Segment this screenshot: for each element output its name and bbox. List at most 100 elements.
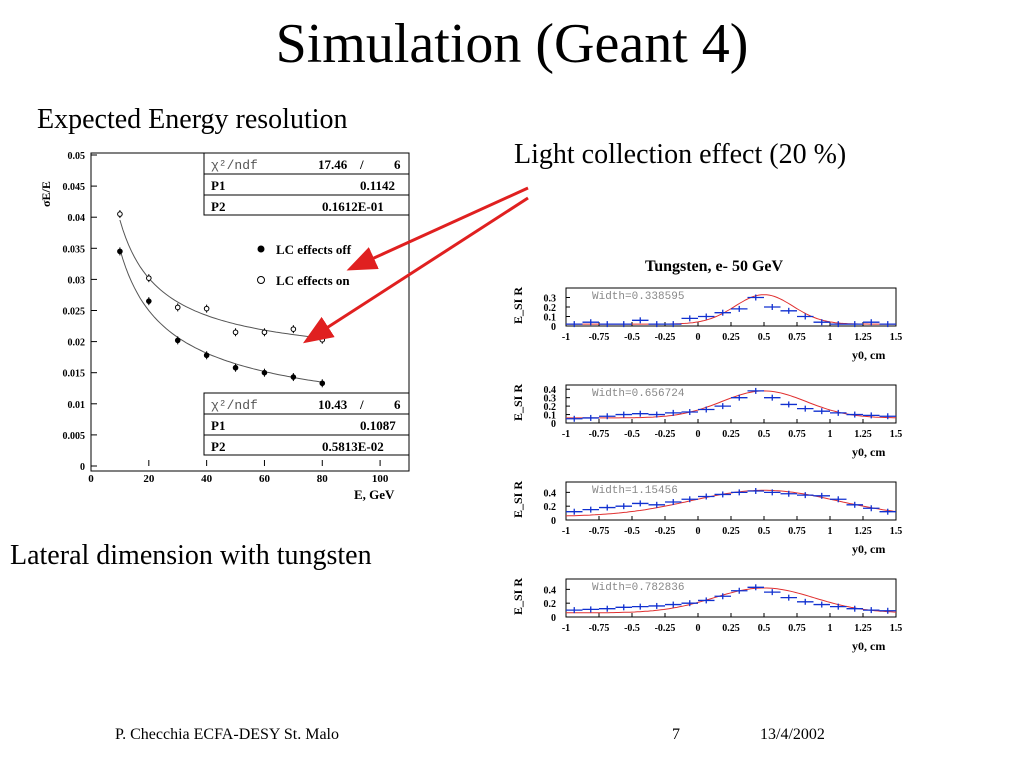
histogram-x-label: y0, cm xyxy=(852,639,885,653)
legend-marker-lc-off xyxy=(257,245,265,253)
histogram-x-tick-label: -1 xyxy=(562,332,570,343)
histogram-x-tick-label: -1 xyxy=(562,526,570,537)
data-point-lc-on xyxy=(203,305,210,312)
data-point-lc-off xyxy=(290,374,297,380)
footer-date: 13/4/2002 xyxy=(760,726,825,743)
histogram-y-tick-label: 0 xyxy=(551,613,556,624)
histogram-x-tick-label: 0.75 xyxy=(788,526,806,537)
y-tick-label: 0.015 xyxy=(63,369,86,380)
histogram-x-tick-label: 0 xyxy=(696,429,701,440)
histogram-x-tick-label: 1.25 xyxy=(854,332,872,343)
histogram-x-tick-label: 0.25 xyxy=(722,526,740,537)
histogram-x-tick-label: -1 xyxy=(562,623,570,634)
legend-marker-lc-on xyxy=(257,276,265,284)
caption-light-collection: Light collection effect (20 %) xyxy=(514,139,847,170)
histogram-x-tick-label: 0.25 xyxy=(722,332,740,343)
y-tick-label: 0.03 xyxy=(68,275,86,286)
tungsten-panels: Tungsten, e- 50 GeV E_SI R 0 0.1 0.2 0.3 -1 -0… xyxy=(510,252,910,662)
p2-label-on: P2 xyxy=(211,199,225,214)
histogram-y-tick-label: 0 xyxy=(551,516,556,527)
histogram-x-tick-label: -0.5 xyxy=(624,332,640,343)
x-tick-label: 100 xyxy=(372,473,389,485)
histogram-y-tick-label: 0.2 xyxy=(544,599,557,610)
fit-curve-lc-on xyxy=(119,219,323,339)
x-tick-label: 40 xyxy=(201,473,213,485)
histogram-y-tick-label: 0 xyxy=(551,322,556,333)
histogram-y-tick-label: 0.2 xyxy=(544,402,557,413)
p1-value-off: 0.1087 xyxy=(360,418,396,433)
histogram-y-tick-label: 0.4 xyxy=(544,488,557,499)
histogram-x-label: y0, cm xyxy=(852,542,885,556)
histogram-x-tick-label: -0.75 xyxy=(589,429,610,440)
histogram-x-tick-label: -0.5 xyxy=(624,429,640,440)
page-title: Simulation (Geant 4) xyxy=(275,13,749,75)
histogram-x-tick-label: -0.75 xyxy=(589,623,610,634)
histogram-x-tick-label: 1.25 xyxy=(854,429,872,440)
ndf-value-off: 6 xyxy=(394,397,401,412)
p1-value-on: 0.1142 xyxy=(360,178,395,193)
histogram-x-tick-label: -0.75 xyxy=(589,526,610,537)
histogram-y-tick-label: 0.3 xyxy=(544,294,557,305)
data-point-lc-on xyxy=(174,304,181,311)
data-point-lc-on xyxy=(117,211,123,217)
histogram-x-tick-label: 0.75 xyxy=(788,332,806,343)
histogram-x-tick-label: -0.25 xyxy=(655,623,676,634)
histogram-x-tick-label: 0.25 xyxy=(722,429,740,440)
histogram-x-tick-label: -0.5 xyxy=(624,623,640,634)
y-tick-label: 0.035 xyxy=(63,244,86,255)
x-tick-label: 20 xyxy=(143,473,155,485)
histogram-x-tick-label: 0.25 xyxy=(722,623,740,634)
data-point-lc-on xyxy=(290,326,297,332)
resolution-legend: LC effects off LC effects on xyxy=(257,242,352,288)
histogram-x-tick-label: -0.25 xyxy=(655,429,676,440)
legend-label-lc-off: LC effects off xyxy=(276,242,352,257)
p1-label-off: P1 xyxy=(211,418,225,433)
arrows-overlay xyxy=(302,186,529,344)
histogram-y-tick-label: 0.3 xyxy=(544,394,557,405)
histogram-x-tick-label: 0.5 xyxy=(758,429,771,440)
resolution-x-axis-label: E, GeV xyxy=(354,487,395,502)
histogram-y-label: E_SI R xyxy=(511,384,525,421)
data-point-lc-on xyxy=(232,329,239,336)
data-point-lc-on xyxy=(146,275,152,281)
histogram-x-tick-label: 0 xyxy=(696,526,701,537)
histogram-y-tick-label: 0.1 xyxy=(544,411,557,422)
histogram-y-tick-label: 0.2 xyxy=(544,303,557,314)
histogram-x-tick-label: -0.25 xyxy=(655,526,676,537)
data-point-lc-off xyxy=(117,248,123,255)
x-tick-label: 60 xyxy=(259,473,271,485)
histogram-frame-3 xyxy=(565,481,897,521)
x-tick-label: 0 xyxy=(88,473,94,485)
chi2-ndf-label-on: χ²/ndf xyxy=(211,158,258,173)
histogram-x-tick-label: 0.5 xyxy=(758,526,771,537)
chi2-value-on: 17.46 xyxy=(318,157,348,172)
resolution-chart: 0 0.005 0.01 0.015 0.02 0.025 0.03 0.035 0.04 0.0… xyxy=(39,151,410,502)
stats-box-lc-on: χ²/ndf 17.46 / 6 P1 0.1142 P2 0.1612E-01 xyxy=(203,152,410,216)
p2-value-off: 0.5813E-02 xyxy=(322,439,384,454)
histogram-y-label: E_SI R xyxy=(511,287,525,324)
data-point-lc-off xyxy=(146,298,152,304)
histogram-x-tick-label: -0.25 xyxy=(655,332,676,343)
histogram-width-label: Width=1.15456 xyxy=(592,485,678,497)
histogram-x-tick-label: 1.5 xyxy=(890,429,903,440)
histogram-width-label: Width=0.782836 xyxy=(592,582,684,594)
data-point-lc-on xyxy=(261,329,268,336)
histogram-x-tick-label: 1 xyxy=(828,526,833,537)
histogram-x-tick-label: 0 xyxy=(696,623,701,634)
y-tick-label: 0.04 xyxy=(68,213,86,224)
histogram-y-label: E_SI R xyxy=(511,578,525,615)
histogram-x-tick-label: 1 xyxy=(828,332,833,343)
y-tick-label: 0.045 xyxy=(63,182,86,193)
histogram-x-tick-label: 1.5 xyxy=(890,623,903,634)
chi2-value-off: 10.43 xyxy=(318,397,348,412)
histogram-x-tick-label: 0.5 xyxy=(758,332,771,343)
y-tick-label: 0.02 xyxy=(68,338,86,349)
data-point-lc-off xyxy=(203,352,210,359)
data-point-lc-off xyxy=(261,369,268,376)
histogram-x-tick-label: 0 xyxy=(696,332,701,343)
histogram-x-label: y0, cm xyxy=(852,348,885,362)
chi2-ndf-label-off: χ²/ndf xyxy=(211,398,258,413)
slash-off: / xyxy=(359,397,364,412)
arrow-to-legend xyxy=(346,186,529,271)
arrow-to-curve xyxy=(302,196,529,344)
